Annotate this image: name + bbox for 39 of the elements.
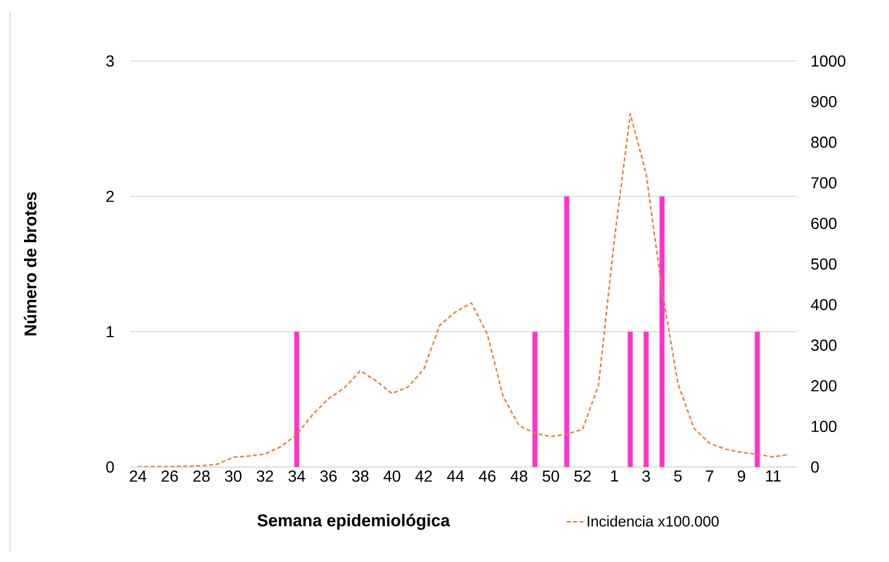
- x-tick-label: 30: [224, 470, 242, 482]
- x-tick-label: 9: [738, 470, 746, 482]
- y2-tick-label: 400: [810, 298, 836, 310]
- x-tick-label: 5: [674, 470, 682, 482]
- x-tick-label: 52: [574, 470, 591, 482]
- y-tick-label: 3: [106, 55, 114, 67]
- x-tick-label: 24: [130, 470, 146, 482]
- x-tick-label: 36: [320, 470, 337, 482]
- x-tick-label: 28: [193, 470, 210, 482]
- x-tick-label: 50: [542, 470, 560, 482]
- x-tick-label: 26: [162, 470, 178, 482]
- x-tick-label: 34: [288, 470, 306, 482]
- y2-tick-label: 1000: [812, 55, 846, 67]
- x-tick-label: 40: [384, 470, 400, 482]
- y2-tick-label: 800: [811, 136, 836, 148]
- y-axis-title: Número de brotes: [24, 192, 36, 336]
- x-axis-title: Semana epidemiológica: [257, 514, 450, 530]
- x-tick-label: 11: [766, 470, 781, 482]
- x-tick-label: 38: [352, 470, 368, 482]
- x-tick-label: 3: [642, 470, 650, 482]
- x-tick-label: 42: [415, 470, 432, 482]
- x-tick-label: 7: [706, 470, 714, 482]
- y-tick-label: 0: [106, 461, 114, 473]
- x-tick-label: 44: [447, 470, 464, 482]
- x-tick-label: 46: [478, 470, 496, 482]
- y-tick-label: 2: [106, 190, 114, 202]
- y2-tick-label: 300: [811, 340, 836, 351]
- y2-tick-label: 500: [811, 258, 836, 270]
- x-tick-label: 1: [611, 470, 618, 482]
- y2-tick-label: 700: [811, 177, 836, 188]
- y2-tick-label: 100: [812, 420, 836, 432]
- x-tick-label: 32: [256, 470, 274, 482]
- y2-tick-label: 0: [811, 461, 819, 473]
- y-tick-label: 1: [106, 326, 114, 338]
- y2-tick-label: 900: [811, 96, 836, 108]
- x-tick-label: 48: [510, 470, 528, 482]
- legend-label: Incidencia x100.000: [588, 516, 719, 527]
- y2-tick-label: 600: [811, 218, 836, 230]
- y2-tick-label: 200: [811, 380, 836, 392]
